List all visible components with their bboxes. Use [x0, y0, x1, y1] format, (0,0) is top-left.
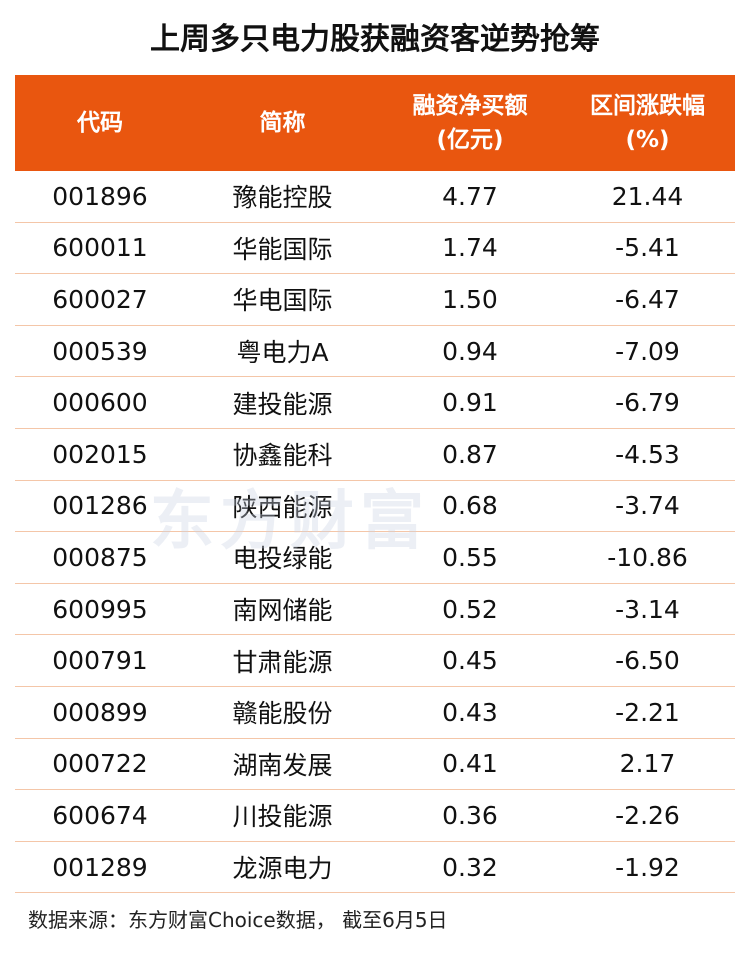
header-line: (亿元) — [436, 127, 504, 153]
header-cell: 区间涨跌幅 (%) — [560, 75, 735, 171]
table-cell: 0.32 — [442, 852, 498, 882]
table-cell: 0.41 — [442, 749, 498, 779]
table-cell: 0.91 — [442, 388, 498, 418]
table-cell: 001896 — [52, 181, 148, 211]
table-row: 000875 电投绿能 0.55 -10.86 — [15, 532, 735, 584]
table-cell: 0.87 — [442, 439, 498, 469]
table-cell: 21.44 — [611, 181, 684, 211]
table-cell: 000899 — [52, 697, 148, 727]
table-row: 000600 建投能源 0.91 -6.79 — [15, 377, 735, 429]
table-cell: 1.74 — [442, 233, 498, 263]
table-cell: -5.41 — [615, 233, 680, 263]
table-cell: 湖南发展 — [232, 750, 333, 780]
table-cell: 龙源电力 — [232, 854, 333, 884]
table-cell: 0.52 — [442, 594, 498, 624]
header-cell: 融资净买额 (亿元) — [380, 75, 560, 171]
table-cell: 000600 — [52, 388, 148, 418]
table-cell: 华电国际 — [232, 286, 333, 316]
table-cell: -3.74 — [615, 491, 680, 521]
table-cell: 协鑫能科 — [232, 441, 333, 471]
header-line: 简称 — [259, 110, 306, 136]
table-cell: 600011 — [52, 233, 148, 263]
table-cell: 1.50 — [442, 284, 498, 314]
table-row: 002015 协鑫能科 0.87 -4.53 — [15, 429, 735, 481]
table-cell: 001286 — [52, 491, 148, 521]
footer: 数据来源：东方财富Choice数据， 截至6月5日 — [28, 908, 448, 932]
table-cell: 002015 — [52, 439, 148, 469]
header-line: 融资净买额 — [412, 93, 528, 119]
table-cell: -6.50 — [615, 646, 680, 676]
table-cell: -2.21 — [615, 697, 680, 727]
table-cell: -4.53 — [615, 439, 680, 469]
table-cell: 川投能源 — [232, 802, 333, 832]
table-row: 600011 华能国际 1.74 -5.41 — [15, 223, 735, 275]
table-cell: -10.86 — [607, 542, 688, 572]
table-row: 600674 川投能源 0.36 -2.26 — [15, 790, 735, 842]
table-cell: 000722 — [52, 749, 148, 779]
table-cell: 赣能股份 — [232, 699, 333, 729]
table-row: 001286 陕西能源 0.68 -3.74 — [15, 481, 735, 533]
table-cell: -3.14 — [615, 594, 680, 624]
table-cell: 000539 — [52, 336, 148, 366]
header-line: 代码 — [77, 110, 123, 136]
table-cell: -6.79 — [615, 388, 680, 418]
table-row: 600995 南网储能 0.52 -3.14 — [15, 584, 735, 636]
table-cell: 华能国际 — [232, 234, 333, 264]
table-row: 001289 龙源电力 0.32 -1.92 — [15, 842, 735, 894]
table-cell: 电投绿能 — [232, 544, 333, 574]
header-cell: 简称 — [185, 75, 380, 171]
table-cell: 0.36 — [442, 800, 498, 830]
table-cell: 陕西能源 — [232, 492, 333, 522]
header-line: (%) — [625, 127, 670, 153]
table-row: 000791 甘肃能源 0.45 -6.50 — [15, 635, 735, 687]
table-cell: 600027 — [52, 284, 148, 314]
table-header: 代码 简称 融资净买额 (亿元) 区间涨跌幅 (%) — [15, 75, 735, 171]
table-cell: 0.94 — [442, 336, 498, 366]
table-cell: 600995 — [52, 594, 148, 624]
table-cell: 南网储能 — [232, 596, 333, 626]
table-cell: 0.45 — [442, 646, 498, 676]
table-cell: 0.55 — [442, 542, 498, 572]
header-line: 区间涨跌幅 — [590, 93, 705, 119]
table-row: 600027 华电国际 1.50 -6.47 — [15, 274, 735, 326]
table-row: 000722 湖南发展 0.41 2.17 — [15, 739, 735, 791]
table-cell: -6.47 — [615, 284, 680, 314]
table-cell: 000875 — [52, 542, 148, 572]
table-row: 000899 赣能股份 0.43 -2.21 — [15, 687, 735, 739]
table-cell: 豫能控股 — [232, 183, 333, 213]
table-cell: 甘肃能源 — [232, 647, 333, 677]
title: 上周多只电力股获融资客逆势抢筹 — [150, 22, 600, 57]
header-cell: 代码 — [15, 75, 185, 171]
table-cell: 000791 — [52, 646, 148, 676]
table-cell: 4.77 — [442, 181, 498, 211]
table-cell: -1.92 — [615, 852, 680, 882]
table-row: 000539 粤电力A 0.94 -7.09 — [15, 326, 735, 378]
table-cell: 600674 — [52, 800, 148, 830]
table-cell: 2.17 — [619, 749, 676, 779]
table-cell: 0.43 — [442, 697, 498, 727]
table-cell: 0.68 — [442, 491, 498, 521]
table-cell: 粤电力A — [236, 338, 329, 368]
table-cell: 建投能源 — [232, 389, 333, 419]
table-cell: -7.09 — [615, 336, 680, 366]
table-cell: -2.26 — [615, 800, 680, 830]
table-cell: 001289 — [52, 852, 148, 882]
table-row: 001896 豫能控股 4.77 21.44 — [15, 171, 735, 223]
table: 代码 简称 融资净买额 (亿元) 区间涨跌幅 (%) 001896 豫能控股 4.77 21.44… — [15, 75, 735, 894]
